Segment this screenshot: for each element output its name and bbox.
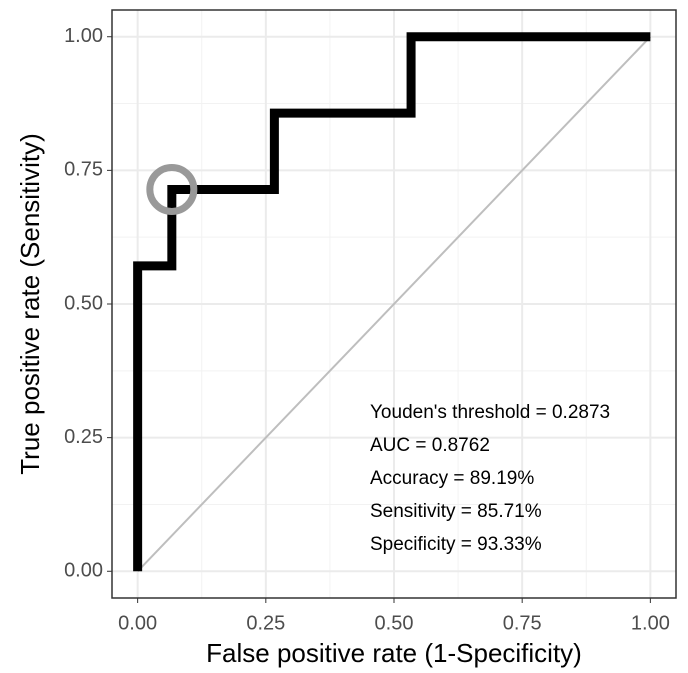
x-tick-label: 0.00 [118, 612, 157, 634]
annotation: AUC = 0.8762 [370, 435, 490, 456]
annotation: Specificity = 93.33% [370, 534, 542, 555]
highlight-point [146, 163, 198, 215]
x-tick-label: 0.50 [375, 612, 414, 634]
y-tick-label: 0.75 [64, 159, 103, 181]
y-axis-title: True positive rate (Sensitivity) [15, 133, 45, 474]
panel-border [111, 9, 677, 599]
annotation: Accuracy = 89.19% [370, 468, 534, 489]
reference-line [136, 36, 652, 572]
x-tick-label: 0.75 [503, 612, 542, 634]
y-tick-label: 0.00 [64, 560, 103, 582]
y-tick-label: 0.50 [64, 292, 103, 314]
annotation: Sensitivity = 85.71% [370, 501, 542, 522]
x-tick-label: 1.00 [631, 612, 670, 634]
y-tick-label: 0.25 [64, 426, 103, 448]
annotation: Youden's threshold = 0.2873 [370, 402, 610, 423]
roc-line [133, 32, 651, 572]
x-axis-title: False positive rate (1-Specificity) [206, 638, 582, 668]
x-tick-label: 0.25 [246, 612, 285, 634]
y-tick-label: 1.00 [64, 25, 103, 47]
